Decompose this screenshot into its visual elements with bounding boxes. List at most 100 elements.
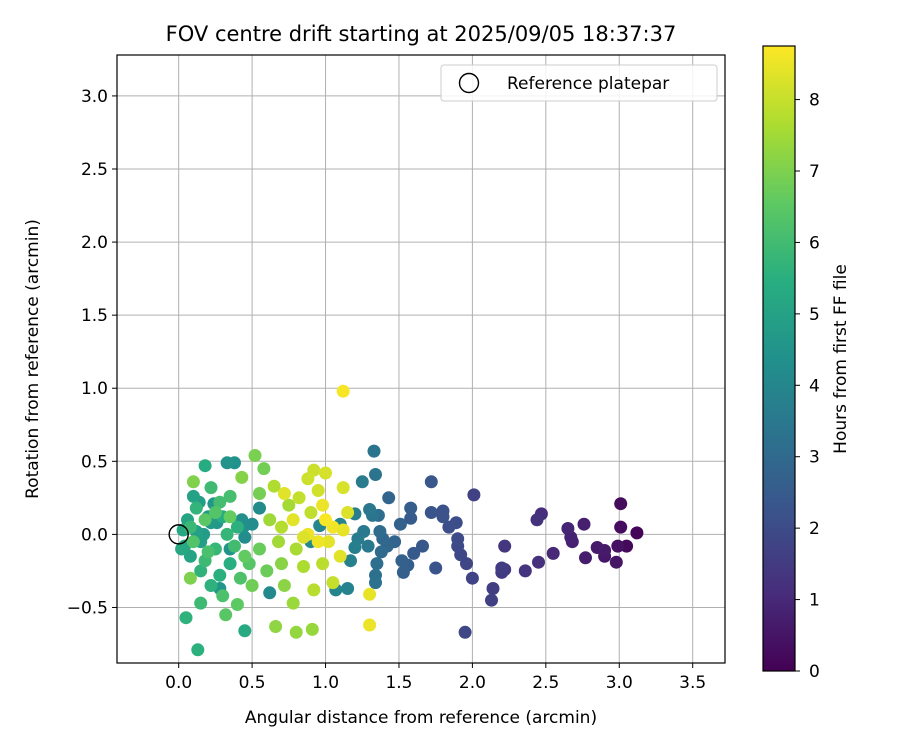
data-point bbox=[451, 532, 465, 546]
colorbar-ticks: 0 1 2 3 4 5 6 7 8 bbox=[795, 91, 820, 682]
y-tick-label: −0.5 bbox=[67, 598, 108, 618]
data-point bbox=[311, 484, 325, 497]
data-point bbox=[373, 525, 387, 538]
data-point bbox=[289, 542, 303, 556]
colorbar-tick-label: 8 bbox=[809, 91, 820, 111]
data-point bbox=[286, 596, 300, 610]
x-tick-label: 1.0 bbox=[312, 673, 339, 693]
data-point bbox=[289, 625, 303, 639]
data-point bbox=[407, 546, 421, 560]
colorbar-tick-label: 7 bbox=[809, 162, 820, 182]
y-tick-label: 2.5 bbox=[81, 160, 108, 180]
data-point bbox=[230, 598, 244, 611]
data-point bbox=[253, 487, 266, 500]
data-point bbox=[216, 589, 230, 603]
data-point bbox=[282, 498, 296, 512]
data-point bbox=[186, 475, 200, 489]
data-point bbox=[416, 539, 429, 553]
data-point bbox=[530, 513, 544, 527]
data-point bbox=[465, 571, 479, 585]
data-point bbox=[424, 475, 438, 489]
data-point bbox=[220, 456, 234, 470]
x-tick-label: 1.5 bbox=[385, 673, 412, 693]
data-point bbox=[245, 579, 259, 592]
data-point bbox=[277, 579, 291, 592]
data-point bbox=[257, 462, 271, 476]
data-point bbox=[230, 520, 244, 534]
data-point bbox=[201, 545, 215, 559]
colorbar-tick-label: 2 bbox=[809, 519, 820, 539]
data-point bbox=[223, 557, 237, 571]
data-point bbox=[532, 555, 545, 569]
colorbar-frame bbox=[762, 45, 796, 672]
data-point bbox=[424, 506, 438, 519]
data-point bbox=[194, 564, 208, 578]
data-point bbox=[208, 506, 222, 519]
y-tick-label: 0.0 bbox=[81, 525, 108, 545]
data-point bbox=[305, 622, 319, 636]
data-point bbox=[286, 513, 300, 527]
gridlines bbox=[117, 55, 725, 663]
data-point bbox=[436, 510, 450, 524]
data-point bbox=[361, 539, 375, 553]
y-tick-label: 2.0 bbox=[81, 233, 108, 253]
data-point bbox=[348, 541, 362, 554]
data-point bbox=[228, 539, 241, 553]
data-point bbox=[486, 582, 500, 595]
data-point bbox=[253, 542, 266, 556]
data-point bbox=[458, 625, 472, 639]
data-point bbox=[238, 530, 252, 544]
data-point bbox=[498, 539, 512, 553]
data-point bbox=[370, 557, 384, 571]
data-point bbox=[341, 582, 355, 595]
data-point bbox=[326, 576, 340, 590]
data-point bbox=[404, 511, 418, 525]
legend-label: Reference platepar bbox=[507, 74, 669, 94]
x-tick-label: 3.0 bbox=[606, 673, 633, 693]
colorbar-tick-label: 4 bbox=[809, 376, 820, 396]
data-point bbox=[495, 561, 509, 575]
data-point bbox=[183, 549, 197, 563]
data-point bbox=[396, 565, 410, 579]
data-point bbox=[311, 535, 325, 549]
colorbar-gradient bbox=[763, 46, 795, 671]
data-point bbox=[292, 491, 306, 505]
data-point bbox=[590, 541, 604, 554]
data-point bbox=[233, 571, 247, 585]
data-point bbox=[194, 596, 208, 610]
data-point bbox=[374, 545, 388, 559]
data-point bbox=[198, 513, 212, 527]
data-point bbox=[336, 384, 350, 398]
data-point bbox=[213, 495, 227, 509]
x-axis-label: Angular distance from reference (arcmin) bbox=[245, 708, 597, 728]
data-point bbox=[175, 542, 189, 556]
data-point bbox=[382, 491, 396, 505]
data-point bbox=[355, 475, 369, 489]
data-point bbox=[191, 643, 205, 657]
x-tick-label: 2.0 bbox=[459, 673, 486, 693]
plot-frame bbox=[116, 54, 726, 664]
data-point bbox=[213, 568, 227, 582]
data-point bbox=[614, 520, 628, 534]
data-point bbox=[198, 459, 212, 473]
data-point bbox=[333, 549, 347, 563]
y-axis-ticks: −0.5 0.0 0.5 1.0 1.5 2.0 2.5 3.0 bbox=[67, 87, 117, 618]
data-point bbox=[223, 510, 237, 524]
data-point bbox=[269, 620, 283, 633]
data-point bbox=[319, 466, 332, 480]
colorbar-tick-label: 0 bbox=[809, 662, 820, 682]
data-point bbox=[316, 557, 330, 571]
x-tick-label: 2.5 bbox=[532, 673, 559, 693]
data-point bbox=[189, 501, 203, 515]
reference-platepar-marker bbox=[168, 524, 189, 545]
data-point bbox=[363, 503, 377, 516]
data-point bbox=[393, 517, 407, 531]
data-point bbox=[319, 513, 332, 527]
y-tick-label: 1.5 bbox=[81, 306, 108, 326]
reference-marker-layer bbox=[168, 524, 189, 545]
data-point bbox=[272, 535, 285, 549]
data-point bbox=[204, 579, 218, 592]
legend-box bbox=[440, 64, 718, 102]
data-point bbox=[614, 497, 628, 511]
